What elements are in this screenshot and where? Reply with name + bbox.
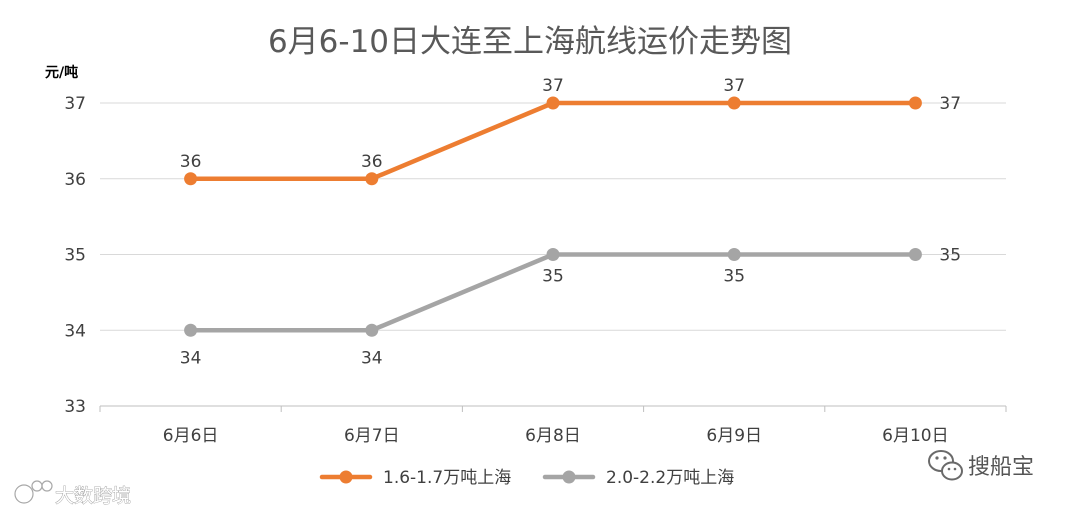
data-label: 34 (180, 348, 202, 368)
weibo-logo-icon (13, 480, 53, 505)
data-point (546, 96, 560, 110)
series-1 (184, 96, 922, 186)
gridlines (100, 102, 1006, 331)
legend-swatch-marker (562, 470, 576, 484)
y-tick-label: 37 (64, 94, 86, 114)
legend-swatch-marker (339, 470, 353, 484)
data-point (727, 248, 741, 261)
x-axis-tick-labels: 6月6日 6月7日 6月8日 6月9日 6月10日 (163, 426, 949, 446)
data-point (184, 323, 198, 337)
watermark-right: 搜船宝 (928, 450, 1034, 481)
watermark-left-text: 大数跨境 (55, 485, 131, 507)
data-label: 35 (723, 267, 745, 287)
series-group (184, 96, 922, 337)
data-label: 34 (361, 348, 383, 368)
x-tick-label: 6月9日 (706, 426, 762, 446)
data-point (908, 248, 922, 261)
data-labels: 36 36 37 37 37 34 34 35 35 35 (180, 76, 961, 368)
data-label: 35 (542, 267, 564, 287)
legend-label: 2.0-2.2万吨上海 (606, 468, 734, 488)
y-tick-label: 36 (64, 170, 86, 190)
data-label: 35 (939, 246, 961, 266)
y-axis-unit-label: 元/吨 (45, 64, 78, 81)
data-label: 37 (542, 76, 564, 96)
data-label: 37 (939, 94, 961, 114)
data-point (546, 248, 560, 261)
series-line (188, 100, 918, 181)
data-point (184, 172, 198, 186)
x-tick-label: 6月6日 (163, 426, 219, 446)
chart-title: 6月6-10日大连至上海航线运价走势图 (268, 24, 792, 60)
data-point (727, 96, 741, 110)
legend-item-1: 1.6-1.7万吨上海 (319, 468, 511, 488)
x-axis (99, 405, 1007, 412)
watermark-right-text: 搜船宝 (968, 455, 1034, 480)
legend-item-2: 2.0-2.2万吨上海 (542, 468, 734, 488)
x-tick-label: 6月7日 (344, 426, 400, 446)
legend-label: 1.6-1.7万吨上海 (383, 468, 511, 488)
y-axis-tick-labels: 33 34 35 36 37 (64, 94, 86, 417)
legend: 1.6-1.7万吨上海 2.0-2.2万吨上海 (319, 468, 734, 488)
data-label: 37 (723, 76, 745, 96)
data-label: 36 (361, 152, 383, 172)
x-tick-label: 6月10日 (882, 426, 948, 446)
data-point (908, 96, 922, 110)
wechat-logo-icon (928, 450, 963, 481)
series-2 (184, 248, 922, 337)
y-tick-label: 34 (64, 321, 86, 341)
data-label: 36 (180, 152, 202, 172)
data-point (365, 323, 379, 337)
y-tick-label: 35 (64, 246, 86, 266)
data-point (365, 172, 379, 186)
watermark-left: 大数跨境 (13, 480, 131, 507)
y-tick-label: 33 (64, 397, 86, 417)
x-tick-label: 6月8日 (525, 426, 581, 446)
